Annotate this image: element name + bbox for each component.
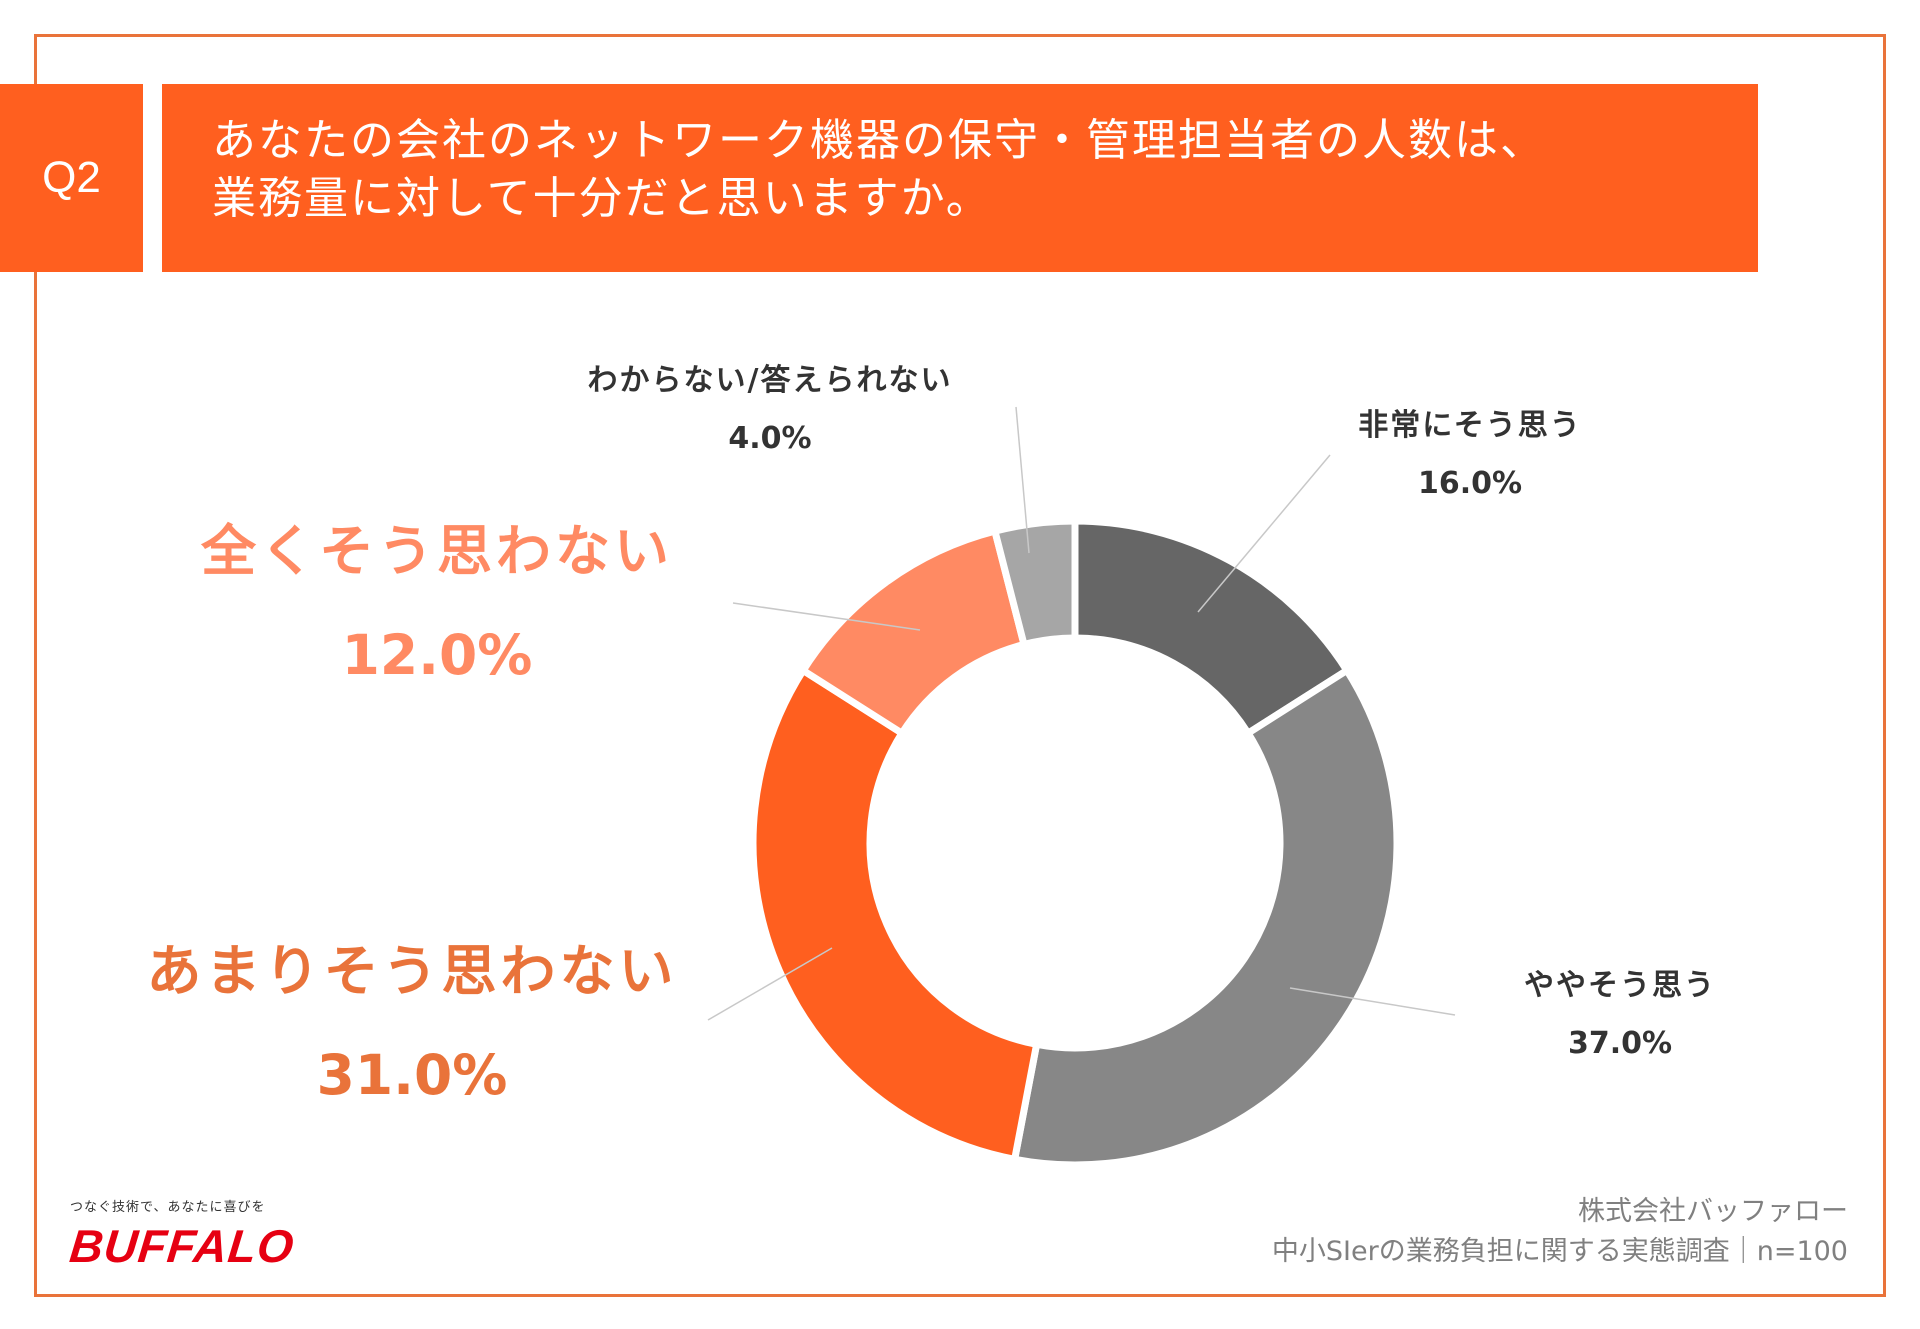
category-label-somewhat-disagree: あまりそう思わない (146, 939, 677, 1003)
category-label-somewhat-agree: ややそう思う (1524, 968, 1716, 1003)
value-label-somewhat-agree: 37.0% (1568, 1026, 1672, 1061)
slide-frame (34, 34, 1886, 1297)
leader-line-dont-know (1015, 406, 1030, 554)
leader-line-somewhat-disagree (707, 947, 833, 1021)
brand-tagline: つなぐ技術で、あなたに喜びを (70, 1200, 266, 1215)
leader-line-strongly-disagree (732, 602, 921, 631)
value-label-strongly-disagree: 12.0% (342, 623, 533, 687)
category-label-dont-know: わからない/答えられない (588, 363, 953, 398)
brand-wordmark: BUFFALO (67, 1220, 297, 1272)
survey-title: 中小SIerの業務負担に関する実態調査｜n=100 (1271, 1236, 1848, 1267)
leader-line-somewhat-agree (1289, 987, 1456, 1016)
question-banner: あなたの会社のネットワーク機器の保守・管理担当者の人数は、 業務量に対して十分だ… (162, 84, 1758, 272)
question-text-line-1: あなたの会社のネットワーク機器の保守・管理担当者の人数は、 (212, 115, 1546, 166)
slice-dont-know (990, 517, 1079, 649)
company-name: 株式会社バッファロー (1578, 1196, 1848, 1227)
slice-somewhat-disagree (749, 665, 1041, 1164)
question-number: Q2 (42, 153, 101, 202)
survey-credits: 株式会社バッファロー 中小SIerの業務負担に関する実態調査｜n=100 (1272, 1192, 1848, 1272)
value-label-dont-know: 4.0% (728, 421, 811, 456)
value-label-very-agree: 16.0% (1418, 466, 1522, 501)
category-label-strongly-disagree: 全くそう思わない (200, 519, 673, 583)
buffalo-logo: つなぐ技術で、あなたに喜びを BUFFALO (67, 1196, 297, 1273)
leader-line-very-agree (1197, 454, 1331, 613)
slice-somewhat-agree (1010, 665, 1401, 1169)
value-label-somewhat-disagree: 31.0% (317, 1043, 508, 1107)
category-label-very-agree: 非常にそう思う (1358, 408, 1581, 443)
question-text-line-2: 業務量に対して十分だと思いますか。 (212, 173, 992, 224)
question-number-badge: Q2 (0, 84, 143, 272)
